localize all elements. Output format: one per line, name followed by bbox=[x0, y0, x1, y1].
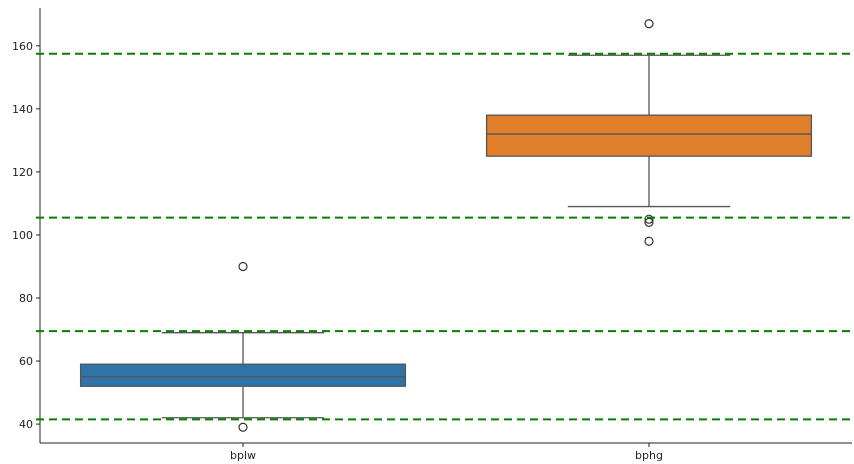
x-tick-label: bphg bbox=[635, 449, 663, 462]
y-tick-label: 40 bbox=[19, 418, 33, 431]
outlier-point bbox=[238, 261, 248, 272]
outlier-point bbox=[238, 422, 248, 432]
box-bphg bbox=[485, 114, 813, 157]
plot-area: 40 60 80 100 120 140 160 bplw bphg bbox=[12, 8, 852, 462]
box-bplw bbox=[79, 363, 407, 387]
outlier-point bbox=[644, 236, 654, 246]
y-tick-label: 140 bbox=[12, 103, 33, 116]
y-tick-label: 60 bbox=[19, 355, 33, 368]
y-tick-label: 80 bbox=[19, 292, 33, 305]
outlier-point bbox=[644, 19, 654, 29]
y-tick-label: 100 bbox=[12, 229, 33, 242]
x-tick-label: bplw bbox=[230, 449, 256, 462]
y-tick-label: 160 bbox=[12, 40, 33, 53]
outlier-point bbox=[644, 214, 654, 224]
y-tick-label: 120 bbox=[12, 166, 33, 179]
